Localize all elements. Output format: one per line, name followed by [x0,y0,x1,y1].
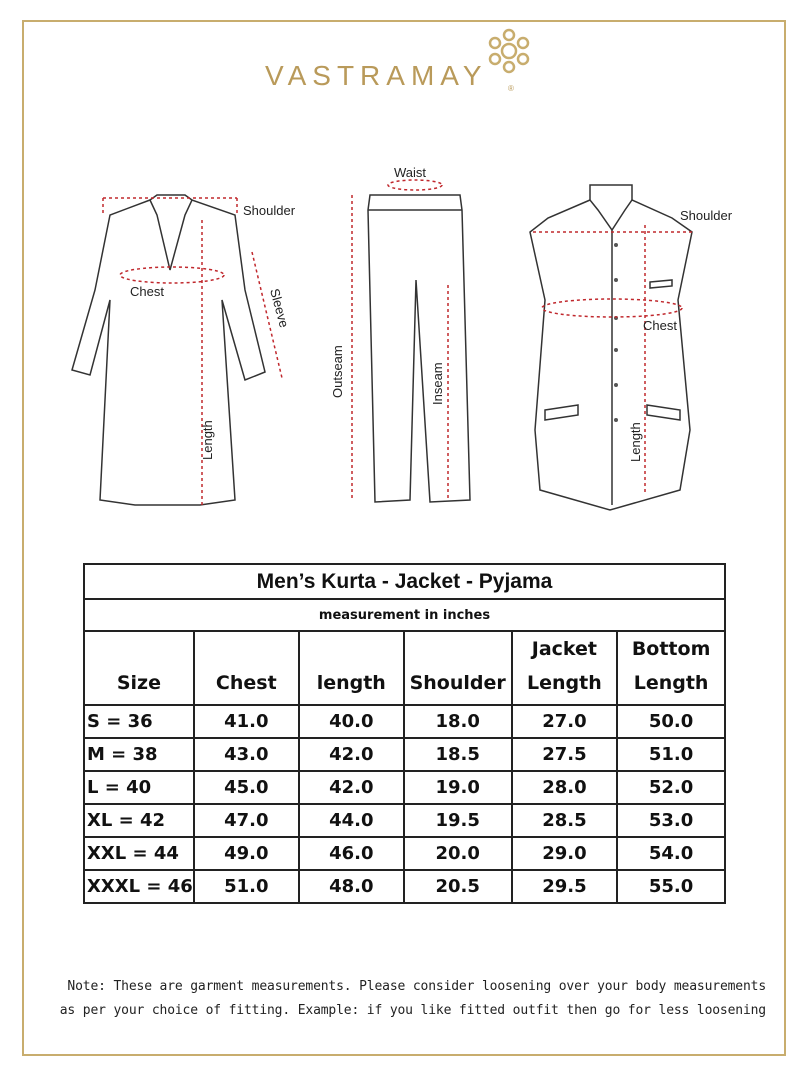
column-header: Bottom Length [616,630,726,706]
registered-mark: ® [508,84,514,93]
column-header: Chest [192,630,300,706]
size-cell: L = 40 [83,770,195,805]
column-header-text [85,632,193,666]
measurement-cell: 55.0 [616,869,726,904]
kurta-sleeve-label: Sleeve [267,287,292,329]
column-header-text: Chest [215,672,277,694]
column-header-text: Jacket [531,638,598,660]
column-header: Shoulder [402,630,513,706]
column-header: length [297,630,405,706]
measurement-cell: 42.0 [297,737,405,772]
measurement-cell: 48.0 [297,869,405,904]
column-header-text: Bottom [631,638,711,660]
table-row: S = 36 41.0 40.0 18.0 27.0 50.0 [83,704,726,739]
pyjama-diagram [367,194,471,503]
measurement-cell: 49.0 [192,836,300,871]
measurement-cell: 18.5 [402,737,513,772]
measurement-cell: 20.0 [402,836,513,871]
size-cell: M = 38 [83,737,195,772]
measurement-cell: 46.0 [297,836,405,871]
size-cell: XL = 42 [83,803,195,838]
column-header-text: Length [527,672,602,694]
measurement-cell: 20.5 [402,869,513,904]
kurta-shoulder-label: Shoulder [243,203,296,218]
jacket-chest-label: Chest [643,318,677,333]
measurement-cell: 19.0 [402,770,513,805]
size-cell: XXL = 44 [83,836,195,871]
measurement-cell: 27.0 [510,704,619,739]
measurement-cell: 53.0 [616,803,726,838]
measurement-cell: 45.0 [192,770,300,805]
pyjama-waist-label: Waist [394,165,426,180]
measurement-cell: 54.0 [616,836,726,871]
measurement-cell: 47.0 [192,803,300,838]
measurement-cell: 40.0 [297,704,405,739]
measurement-cell: 28.5 [510,803,619,838]
measurement-cell: 41.0 [192,704,300,739]
column-header: Jacket Length [510,630,619,706]
jacket-length-label: Length [628,422,643,462]
measurement-cell: 28.0 [510,770,619,805]
column-header: Size [83,630,195,706]
column-header-text: Length [633,672,709,694]
kurta-diagram [71,194,266,506]
measurement-cell: 29.0 [510,836,619,871]
pyjama-outseam-label: Outseam [330,345,345,398]
gold-frame [22,20,786,1056]
table-subtitle: measurement in inches [83,598,726,632]
table-row: L = 40 45.0 42.0 19.0 28.0 52.0 [83,770,726,805]
table-row: XL = 42 47.0 44.0 19.5 28.5 53.0 [83,803,726,838]
measurement-cell: 52.0 [616,770,726,805]
column-header-text [195,632,298,666]
size-cell: S = 36 [83,704,195,739]
jacket-buttons [614,243,618,422]
note: Note: These are garment measurements. Pl… [30,975,766,1023]
kurta-chest-label: Chest [130,284,164,299]
measurement-cell: 50.0 [616,704,726,739]
size-cell: XXXL = 46 [83,869,195,904]
column-header-text: Size [116,672,161,694]
measurement-cell: 51.0 [192,869,300,904]
size-table: Men’s Kurta - Jacket - Pyjama measuremen… [83,563,726,904]
brand-name: VASTRAMAY [265,60,488,91]
pyjama-inseam-label: Inseam [430,362,445,405]
measurement-cell: 27.5 [510,737,619,772]
column-header-text [405,632,511,666]
column-header-text [300,632,403,666]
brand-flower-logo-icon [488,28,530,74]
column-header-text: length [316,672,386,694]
note-line-2: as per your choice of fitting. Example: … [59,1003,766,1018]
jacket-shoulder-label: Shoulder [680,208,733,223]
note-line-1: Note: These are garment measurements. Pl… [67,979,766,994]
measurement-cell: 42.0 [297,770,405,805]
measurement-cell: 43.0 [192,737,300,772]
table-title: Men’s Kurta - Jacket - Pyjama [83,563,726,600]
jacket-diagram [529,184,693,511]
measurement-cell: 44.0 [297,803,405,838]
garment-diagrams: Shoulder Chest Sleeve Length Waist Outse… [71,165,733,511]
table-row: XXXL = 46 51.0 48.0 20.5 29.5 55.0 [83,869,726,904]
measurement-cell: 19.5 [402,803,513,838]
measurement-cell: 51.0 [616,737,726,772]
table-row: M = 38 43.0 42.0 18.5 27.5 51.0 [83,737,726,772]
table-row: XXL = 44 49.0 46.0 20.0 29.0 54.0 [83,836,726,871]
measurement-cell: 18.0 [402,704,513,739]
measurement-cell: 29.5 [510,869,619,904]
column-header-text: Shoulder [409,672,506,694]
kurta-length-label: Length [200,420,215,460]
